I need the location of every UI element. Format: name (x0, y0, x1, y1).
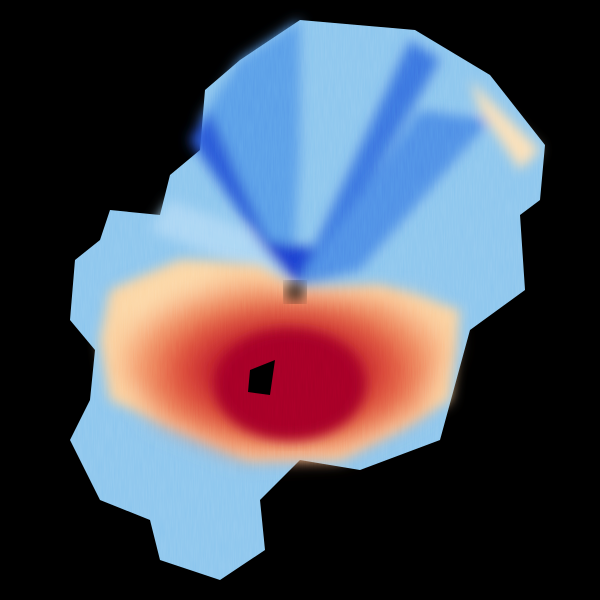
center (285, 282, 305, 302)
